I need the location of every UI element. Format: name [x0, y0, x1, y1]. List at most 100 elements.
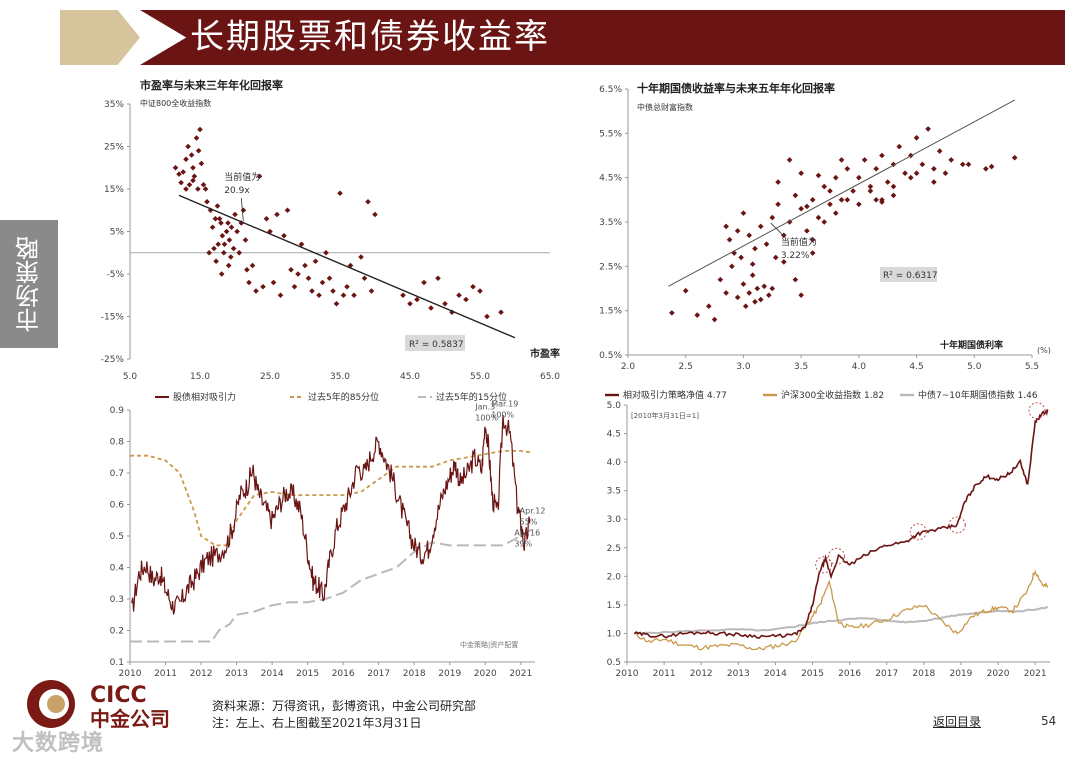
y-tick-label: 0.2	[110, 627, 124, 637]
data-point	[218, 271, 225, 277]
trend-line	[668, 99, 1015, 287]
data-point	[781, 259, 787, 265]
y-tick-label: 0.9	[110, 406, 125, 416]
y-tick-label: 0.4	[110, 564, 125, 574]
x-tick-label: 2020	[987, 669, 1010, 679]
data-point	[193, 135, 200, 141]
plot-area: 35% 25% 15% 5% -5% -15% -25% 5.0 15.0 25.0 35.0 45.…	[101, 100, 561, 382]
x-tick-label: 2015	[801, 669, 824, 679]
data-point	[442, 300, 448, 307]
annotation-value: 100%	[475, 413, 498, 422]
data-point	[867, 183, 874, 190]
annotation-label: Apr.12	[520, 506, 546, 515]
data-point	[244, 266, 250, 273]
y-tick-label: 5.5%	[599, 129, 622, 139]
watermark: 大数跨境	[12, 731, 105, 756]
data-point	[463, 296, 469, 303]
data-point	[226, 237, 233, 243]
annotation-label: Mar.19	[491, 399, 518, 408]
back-to-contents-link[interactable]: 返回目录	[933, 715, 982, 729]
data-point	[234, 228, 240, 235]
x-tick-label: 4.5	[909, 362, 923, 372]
x-tick-label: 35.0	[330, 372, 350, 382]
pe-scatter-chart: 市盈率与未来三年年化回报率 中证800全收益指数 35% 25% 15% 5% -5% -…	[101, 78, 561, 382]
data-point	[815, 214, 822, 221]
annotation-leader	[770, 222, 784, 236]
x-tick-label: 2016	[838, 669, 861, 679]
y-tick-label: 0.8	[110, 438, 125, 448]
y-tick-label: 0.5%	[599, 351, 622, 361]
x-tick-label: 2012	[190, 669, 213, 679]
index-note: [2010年3月31日=1]	[631, 411, 699, 420]
data-point	[746, 232, 752, 239]
bond-scatter-chart: 十年期国债收益率与未来五年年化回报率 中债总财富指数 6.5% 5.5% 4.5% 3…	[599, 81, 1051, 372]
series-line-85pct	[130, 450, 532, 547]
data-point	[358, 254, 364, 260]
y-tick-label: 15%	[104, 185, 124, 195]
data-point	[757, 223, 764, 230]
cicc-logo[interactable]: CICC 中金公司	[20, 678, 205, 734]
data-point	[740, 281, 747, 287]
footer-source: 资料来源：万得资讯，彭博资讯，中金公司研究部	[212, 699, 477, 713]
x-axis-label: 市盈率	[530, 347, 560, 360]
y-tick-label: 1.0	[607, 629, 622, 639]
x-tick-label: 2014	[261, 669, 284, 679]
side-tab[interactable]	[0, 220, 58, 348]
data-point	[200, 181, 207, 188]
data-point	[902, 170, 908, 177]
data-point	[219, 232, 226, 239]
data-point	[1011, 154, 1018, 161]
data-point	[850, 188, 856, 194]
data-point	[936, 148, 943, 154]
data-point	[240, 207, 247, 214]
annotation-label: Jan.3	[474, 402, 495, 411]
data-point	[781, 232, 787, 239]
data-point	[253, 288, 259, 294]
data-point	[763, 241, 770, 247]
data-point	[856, 201, 862, 208]
data-point	[931, 179, 937, 185]
chart-title: 十年期国债收益率与未来五年年化回报率	[637, 81, 835, 95]
r2-label: R² = 0.6317	[883, 271, 938, 281]
x-tick-label: 2017	[367, 669, 390, 679]
data-point	[792, 192, 799, 199]
y-tick-label: 2.5%	[599, 262, 622, 272]
data-point	[890, 161, 897, 168]
data-point	[827, 188, 833, 194]
data-point	[723, 223, 729, 230]
x-tick-label: 2011	[653, 669, 676, 679]
data-point	[772, 254, 779, 261]
annotation-value: 3.22%	[781, 251, 810, 261]
x-tick-label: 2021	[509, 669, 532, 679]
data-point	[312, 258, 319, 265]
data-point	[344, 283, 350, 290]
data-point	[861, 157, 868, 163]
annotation-label: Apr.16	[514, 528, 540, 537]
data-point	[351, 292, 357, 299]
series-line-attractiveness	[131, 414, 531, 615]
data-point	[682, 287, 689, 294]
data-point	[988, 163, 995, 170]
annotation-value: 20.9x	[224, 186, 250, 196]
x-tick-label: 5.0	[967, 362, 982, 372]
data-point	[746, 290, 752, 296]
x-axis-unit: (%)	[1037, 346, 1051, 355]
data-point	[228, 224, 235, 231]
y-tick-label: 2.5	[607, 544, 621, 554]
x-tick-label: 4.0	[852, 362, 867, 372]
data-point	[330, 288, 336, 294]
data-point	[435, 275, 441, 282]
data-point	[832, 174, 839, 181]
data-point	[792, 276, 799, 283]
data-point	[298, 241, 305, 248]
data-point	[477, 288, 483, 294]
x-tick-label: 2015	[296, 669, 319, 679]
y-tick-label: -25%	[101, 355, 125, 365]
y-tick-label: 5.0	[607, 401, 622, 411]
data-point	[749, 261, 756, 267]
logo-text-en: CICC	[90, 683, 147, 708]
data-point	[407, 300, 413, 307]
data-point	[844, 166, 851, 172]
annotation-leader	[240, 197, 244, 222]
data-point	[798, 205, 804, 212]
